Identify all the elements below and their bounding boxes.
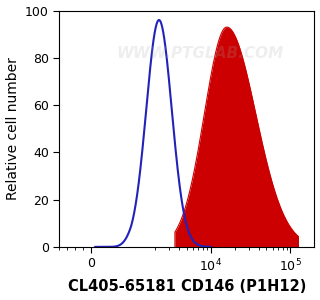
X-axis label: CL405-65181 CD146 (P1H12): CL405-65181 CD146 (P1H12): [68, 279, 306, 294]
Text: WWW.PTGLAB.COM: WWW.PTGLAB.COM: [116, 46, 283, 61]
Y-axis label: Relative cell number: Relative cell number: [5, 57, 20, 200]
